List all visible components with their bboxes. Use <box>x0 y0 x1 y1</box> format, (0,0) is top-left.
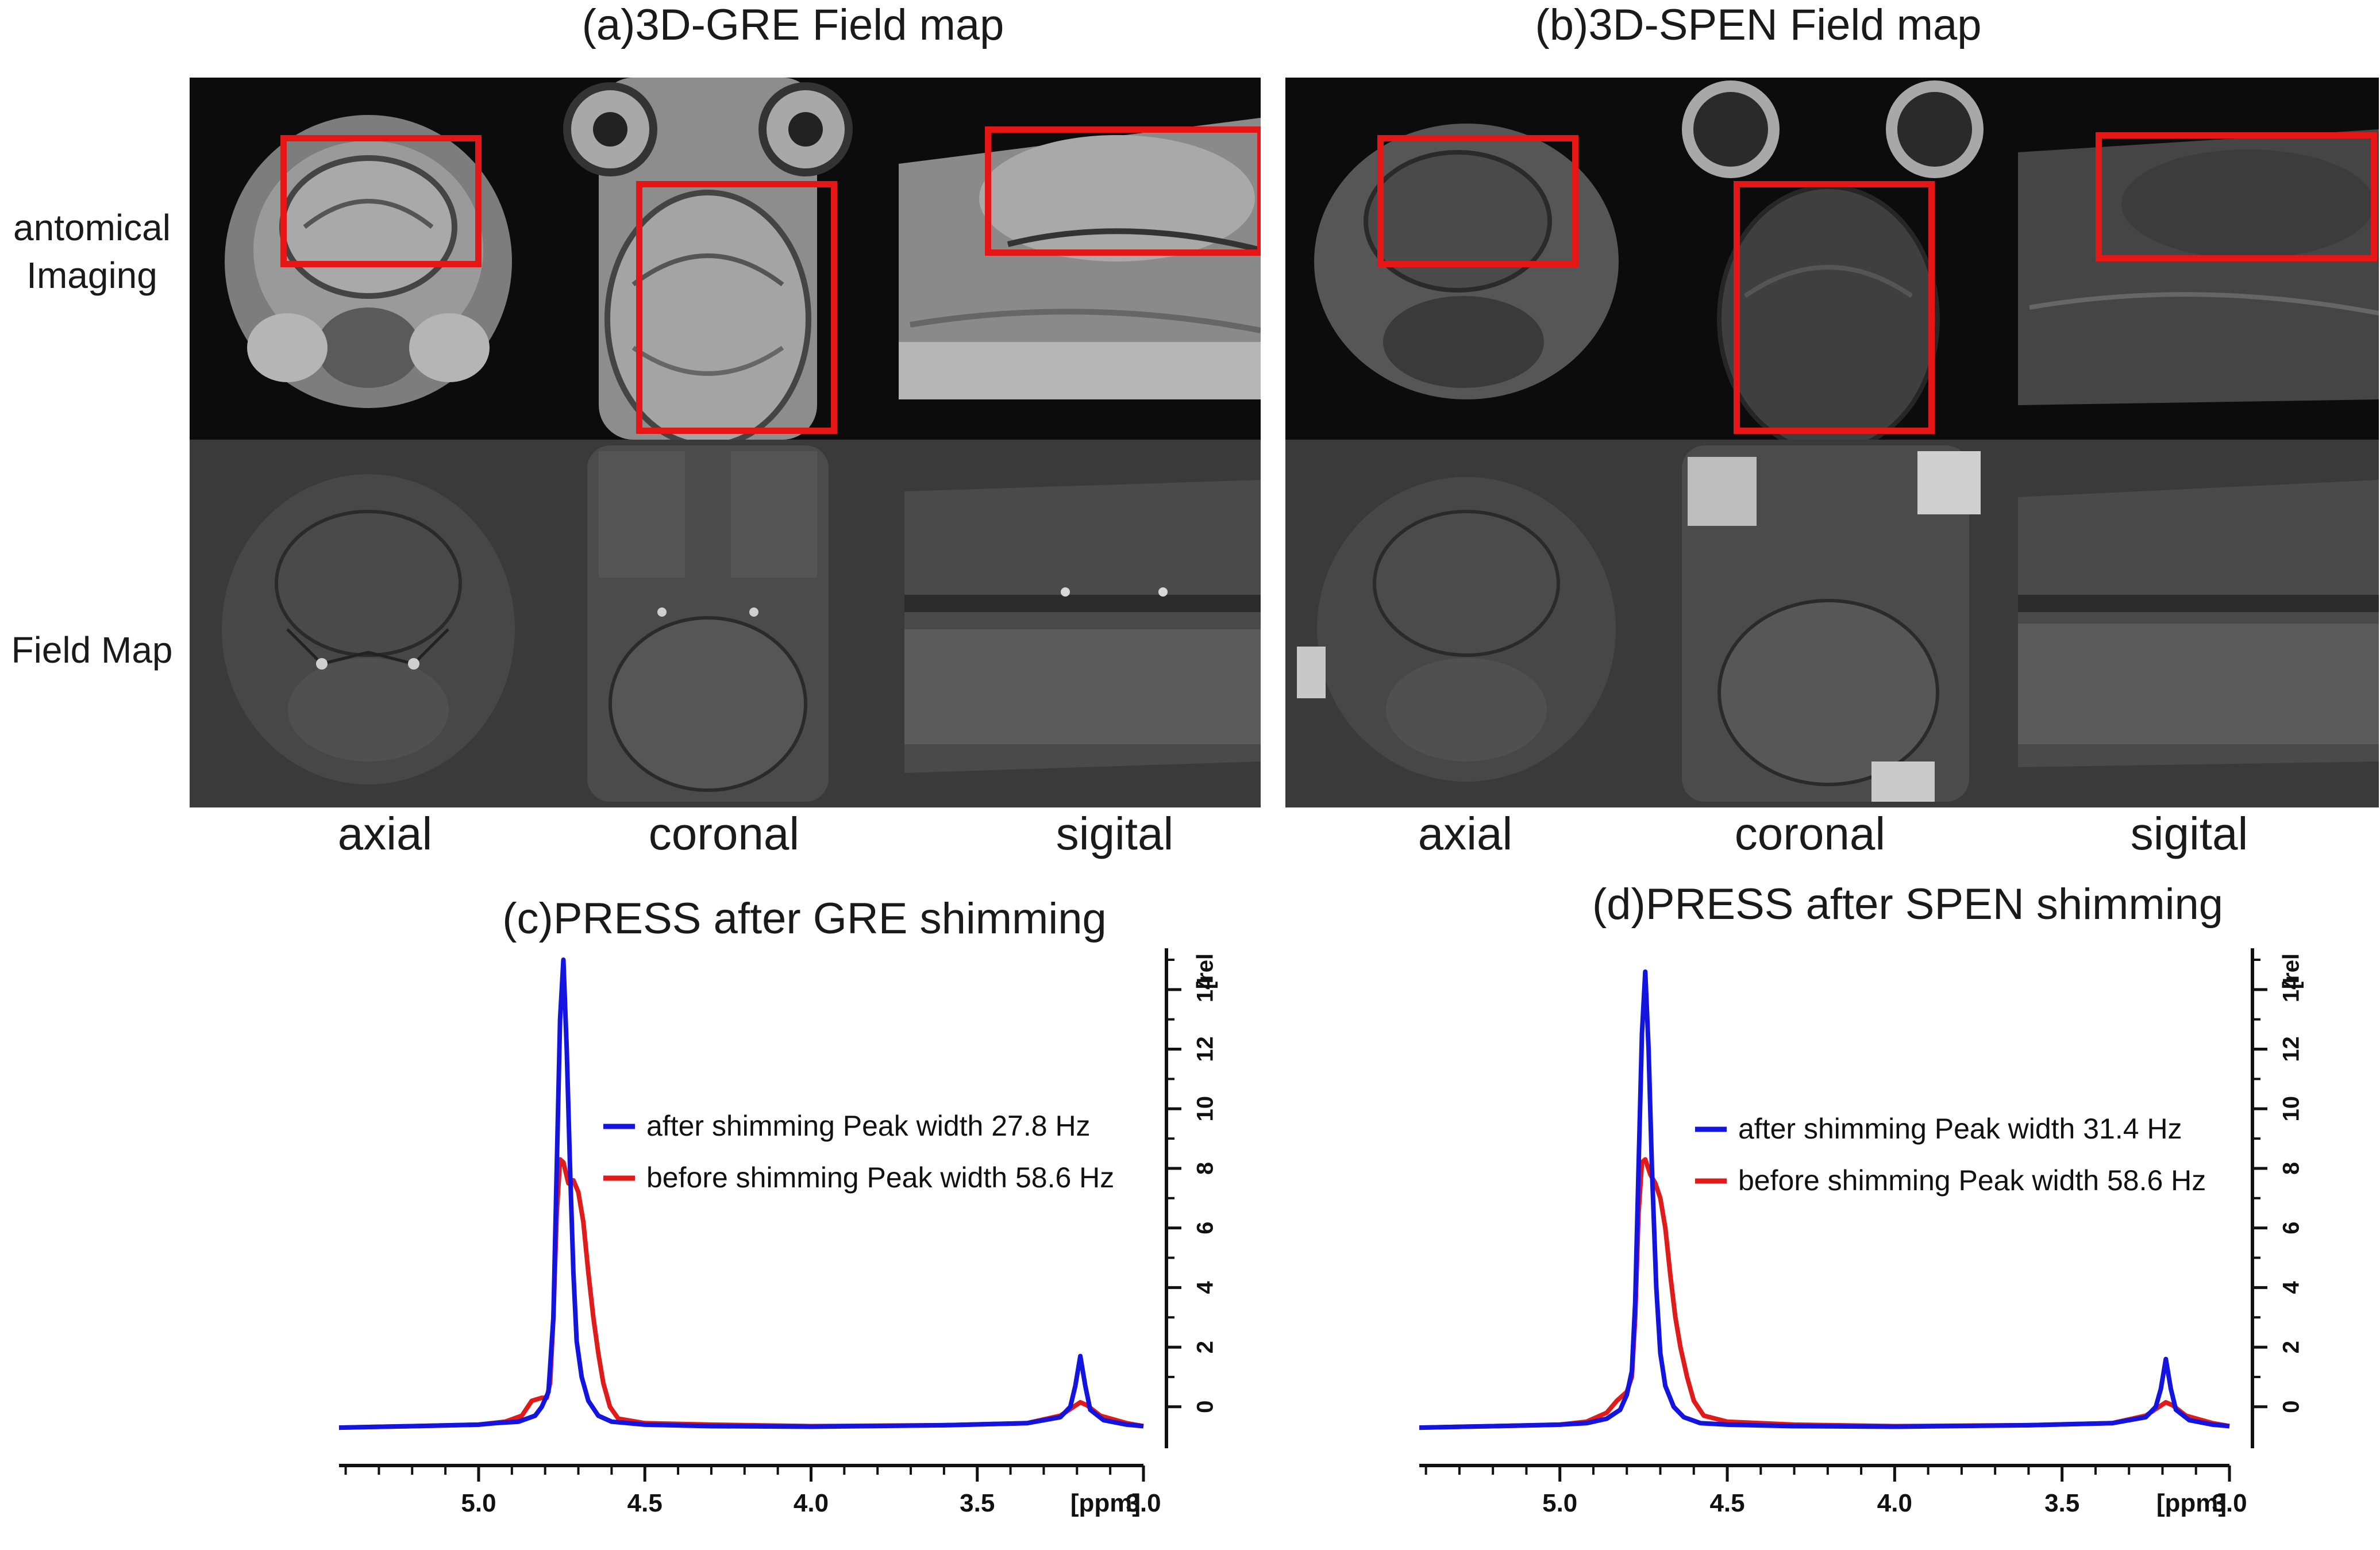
gre-sagittal-roi-box <box>985 126 1261 256</box>
legend-label-before-shimming: before shimming Peak width 58.6 Hz <box>646 1161 1114 1194</box>
col-label-gre-axial: axial <box>337 808 433 859</box>
gre-axial-anatomical-image <box>190 78 547 440</box>
x-tick-label: 4.5 <box>627 1489 663 1517</box>
y-tick-label: 8 <box>2279 1162 2304 1175</box>
y-tick-label: 14 <box>1193 976 1218 1002</box>
series-line-before-shimming <box>1419 1157 2230 1430</box>
panel-a-title: (a)3D-GRE Field map <box>581 1 1004 49</box>
row-label-fieldmap: Field Map <box>11 629 173 671</box>
x-axis-label: [ppm] <box>1070 1489 1141 1517</box>
x-tick-label: 4.5 <box>1709 1489 1744 1517</box>
panel-b-title: (b)3D-SPEN Field map <box>1535 1 1982 49</box>
spen-sagittal-roi-box <box>2096 132 2377 261</box>
series-line-after-shimming <box>1419 969 2230 1430</box>
y-axis-label: [rel <box>2279 953 2304 989</box>
fieldmap-graphic <box>587 445 829 802</box>
y-tick-label: 12 <box>1193 1036 1218 1062</box>
gre-coronal-roi-box <box>636 181 837 434</box>
spen-axial-anatomical-image <box>1285 78 1647 440</box>
fieldmap-graphic <box>2018 480 2379 767</box>
spen-sagittal-fieldmap-image <box>2007 440 2379 807</box>
legend-label-after-shimming: after shimming Peak width 31.4 Hz <box>1738 1113 2182 1145</box>
fieldmap-graphic <box>1297 477 1616 782</box>
spen-sagittal-anatomical-image <box>2007 78 2379 440</box>
brain-slice-graphic <box>563 78 853 440</box>
col-label-spen-sagittal: sigital <box>2130 808 2248 859</box>
gre-sagittal-fieldmap-image <box>864 440 1261 807</box>
gre-axial-fieldmap-image <box>190 440 547 807</box>
brain-slice-graphic <box>1682 80 1984 440</box>
spen-coronal-anatomical-image <box>1647 78 2007 440</box>
legend-label-after-shimming: after shimming Peak width 27.8 Hz <box>646 1110 1091 1142</box>
spen-axial-fieldmap-image <box>1285 440 1647 807</box>
spectrum-c-chart: 5.0 4.5 4.0 3.5 3.0[ppm] 0 2 4 6 8 10 12 14[rel after… <box>338 948 1218 1517</box>
y-tick-label: 10 <box>2279 1096 2304 1122</box>
series-line-before-shimming <box>338 1157 1144 1430</box>
spen-axial-roi-box <box>1377 135 1578 267</box>
y-tick-label: 0 <box>2279 1401 2304 1413</box>
spectrum-d-title: (d)PRESS after SPEN shimming <box>1592 880 2224 929</box>
y-tick-label: 4 <box>1193 1280 1218 1294</box>
y-tick-label: 4 <box>2279 1280 2304 1294</box>
fieldmap-graphic <box>222 474 515 784</box>
x-tick-label: 5.0 <box>461 1489 496 1517</box>
y-tick-label: 6 <box>1193 1222 1218 1234</box>
fieldmap-graphic <box>904 480 1261 773</box>
gre-sagittal-anatomical-image <box>864 78 1261 440</box>
col-label-spen-axial: axial <box>1418 808 1513 859</box>
spen-coronal-fieldmap-image <box>1647 440 2007 807</box>
col-label-gre-sagittal: sigital <box>1056 808 1174 859</box>
series-line-after-shimming <box>338 957 1144 1430</box>
x-axis-label: [ppm] <box>2156 1489 2227 1517</box>
y-tick-label: 0 <box>1193 1401 1218 1413</box>
fieldmap-graphic <box>1682 445 1981 802</box>
col-label-gre-coronal: coronal <box>648 808 800 859</box>
row-label-anatomical: antomical Imaging <box>13 207 171 297</box>
x-tick-label: 4.0 <box>794 1489 829 1517</box>
gre-coronal-fieldmap-image <box>547 440 864 807</box>
spectrum-c-title: (c)PRESS after GRE shimming <box>502 894 1107 943</box>
y-axis-label: [rel <box>1193 953 1218 989</box>
y-tick-label: 14 <box>2279 976 2304 1002</box>
y-tick-label: 2 <box>1193 1341 1218 1353</box>
gre-coronal-anatomical-image <box>547 78 864 440</box>
x-tick-label: 5.0 <box>1542 1489 1577 1517</box>
y-tick-label: 10 <box>1193 1096 1218 1122</box>
spectrum-d-chart: 5.0 4.5 4.0 3.5 3.0[ppm] 0 2 4 6 8 10 12 14[rel after… <box>1419 948 2304 1517</box>
x-tick-label: 3.0 <box>1126 1489 1161 1517</box>
y-tick-label: 6 <box>2279 1222 2304 1234</box>
spen-coronal-roi-box <box>1734 181 1935 434</box>
legend-label-before-shimming: before shimming Peak width 58.6 Hz <box>1738 1164 2206 1197</box>
y-tick-label: 2 <box>2279 1341 2304 1353</box>
y-tick-label: 12 <box>2279 1036 2304 1062</box>
x-tick-label: 3.0 <box>2212 1489 2247 1517</box>
x-tick-label: 4.0 <box>1877 1489 1912 1517</box>
gre-axial-roi-box <box>280 135 482 267</box>
brain-slice-graphic <box>2018 129 2379 405</box>
col-label-spen-coronal: coronal <box>1734 808 1886 859</box>
x-tick-label: 3.5 <box>960 1489 995 1517</box>
x-tick-label: 3.5 <box>2044 1489 2079 1517</box>
y-tick-label: 8 <box>1193 1162 1218 1175</box>
